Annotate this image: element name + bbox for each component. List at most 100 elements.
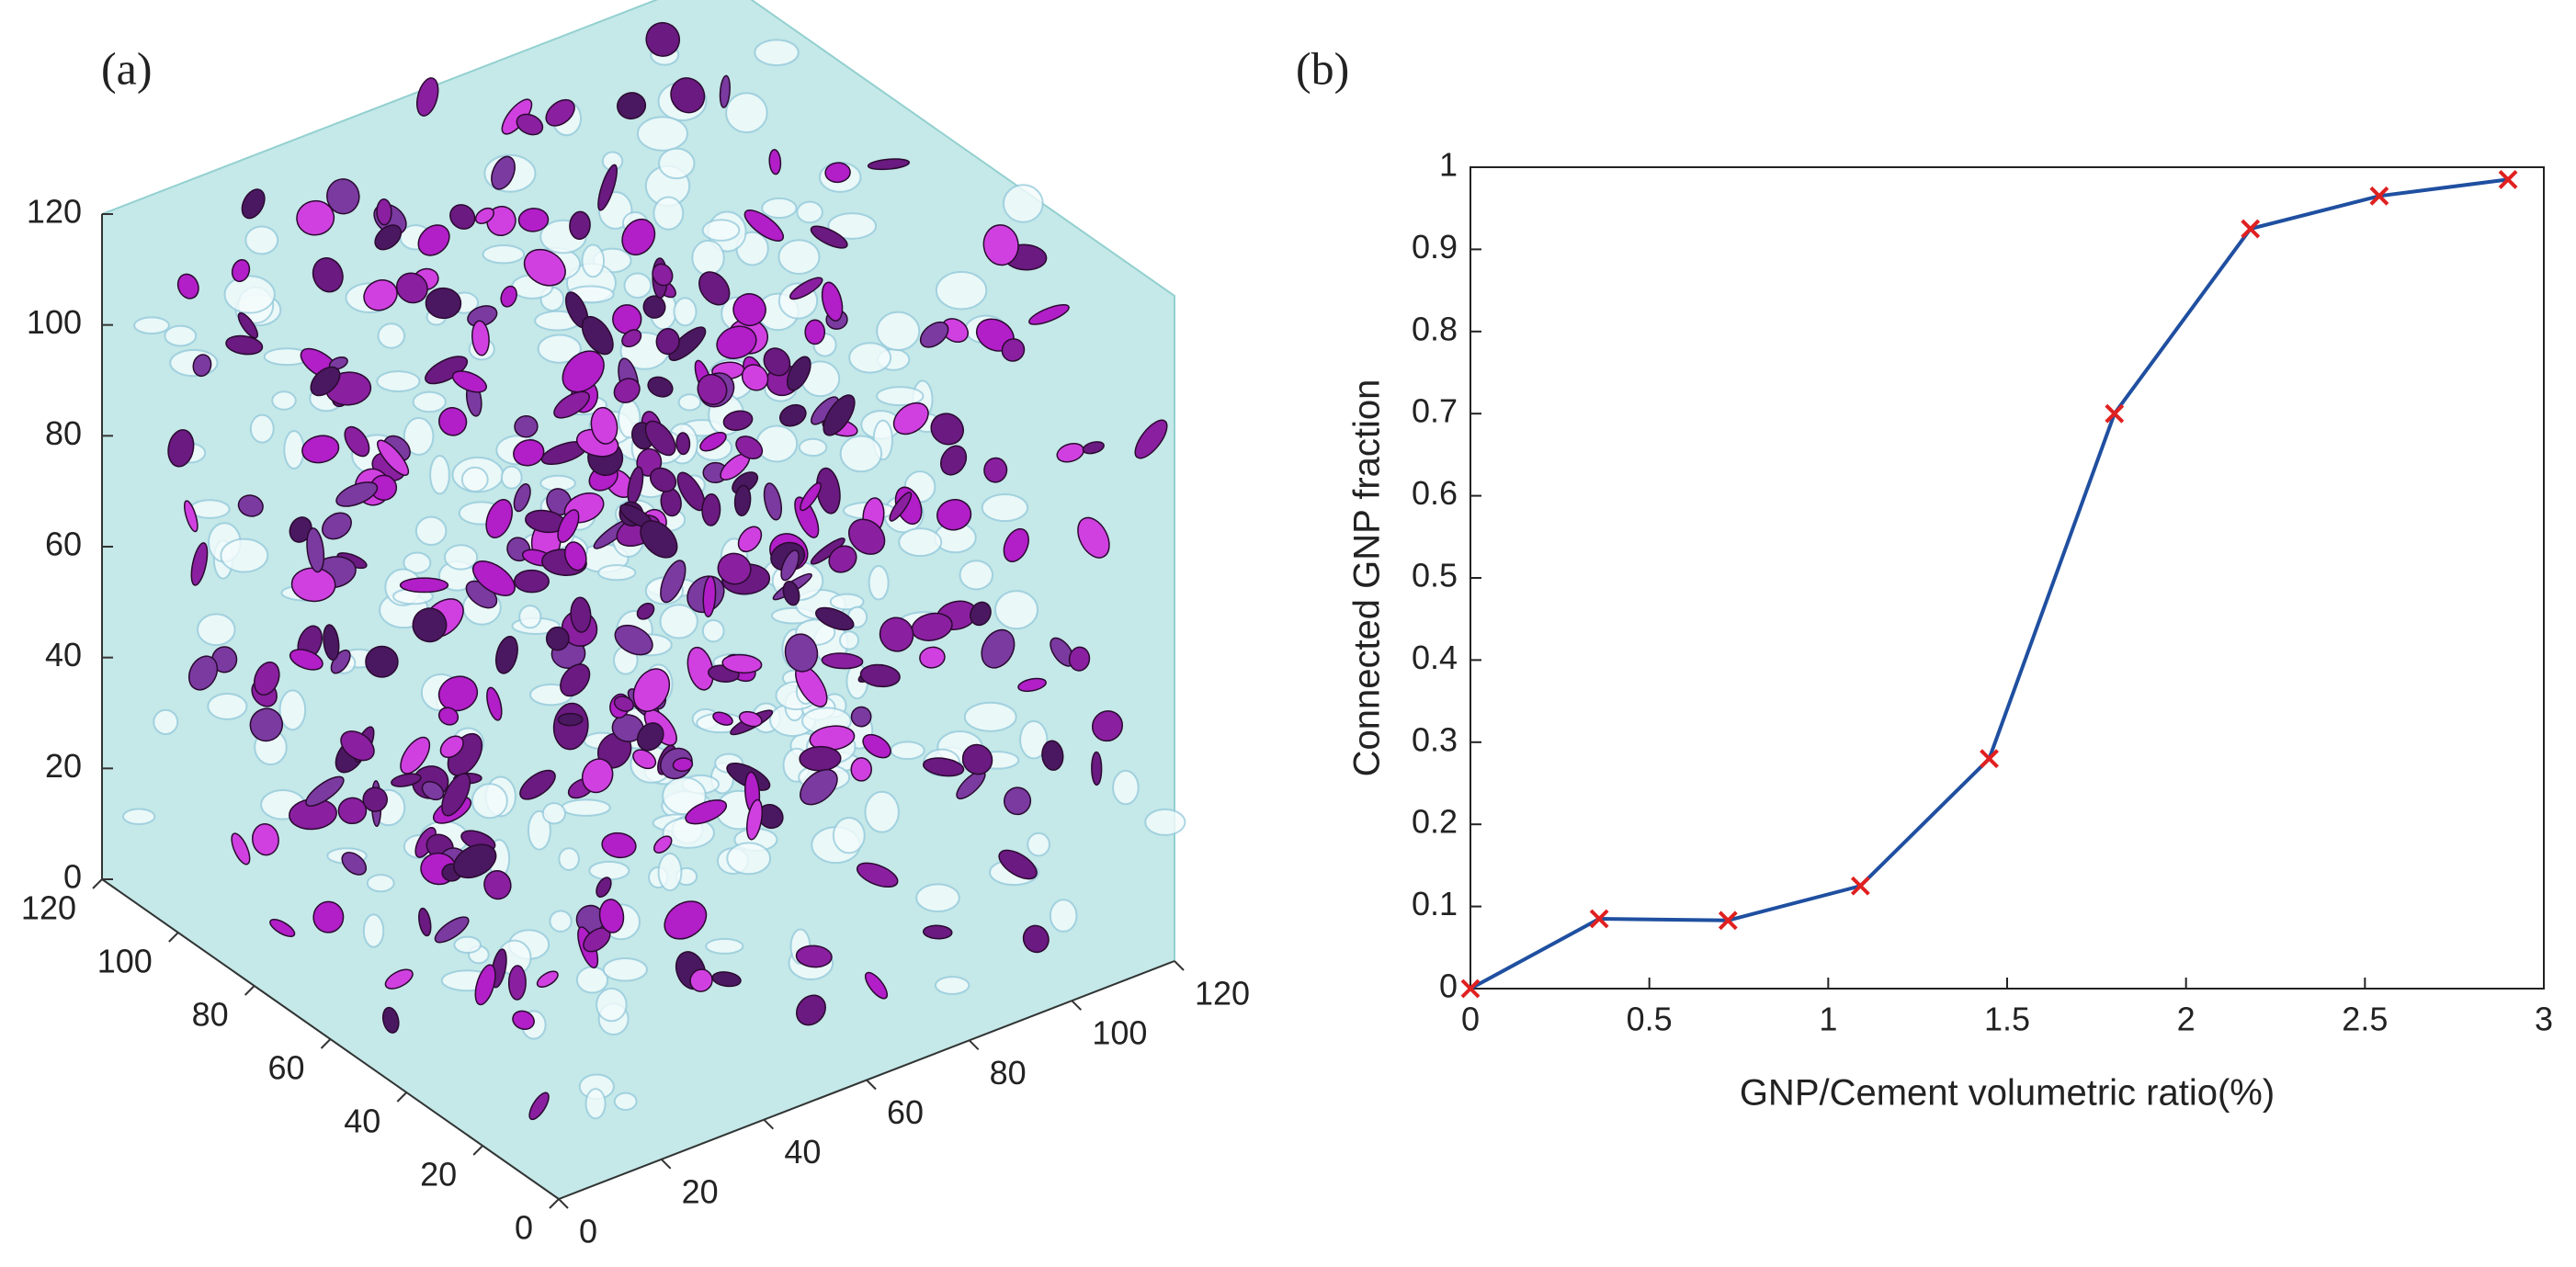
flake xyxy=(474,964,496,1006)
pore xyxy=(915,883,960,913)
flake xyxy=(564,541,587,571)
y-tick xyxy=(320,1038,332,1049)
flake xyxy=(617,92,647,120)
flake xyxy=(557,509,580,543)
flake xyxy=(514,414,539,438)
flake xyxy=(581,315,614,356)
flake xyxy=(685,799,728,825)
flake xyxy=(451,370,487,393)
flake xyxy=(412,607,448,643)
panel-label: (b) xyxy=(1296,42,1349,94)
flake xyxy=(494,635,518,674)
y-tick-label: 0.3 xyxy=(1412,720,1458,758)
pore xyxy=(898,527,943,558)
flake xyxy=(1091,751,1103,786)
flake xyxy=(241,188,266,220)
pore xyxy=(701,219,741,242)
flake xyxy=(485,499,513,538)
marker xyxy=(2498,169,2518,189)
x-tick xyxy=(1174,960,1185,971)
pore xyxy=(249,413,275,444)
flake xyxy=(701,493,721,526)
marker xyxy=(1718,911,1738,931)
flake xyxy=(190,542,209,586)
flake xyxy=(961,743,993,775)
pore xyxy=(890,741,925,761)
pore xyxy=(1019,719,1049,760)
y-tick-label: 0 xyxy=(1439,967,1458,1005)
y-tick-label: 20 xyxy=(420,1156,457,1193)
flake xyxy=(289,649,323,671)
pore xyxy=(796,200,823,224)
flake xyxy=(649,467,677,492)
pore xyxy=(848,342,892,374)
flake xyxy=(922,924,953,940)
flake xyxy=(689,968,713,992)
flake xyxy=(391,773,422,787)
flake xyxy=(824,162,851,184)
flake xyxy=(864,971,889,1000)
flake xyxy=(225,334,264,356)
flake xyxy=(269,919,296,937)
pore xyxy=(636,116,688,152)
flake xyxy=(421,780,445,801)
flake xyxy=(645,21,681,57)
flake xyxy=(711,971,742,988)
pore xyxy=(755,424,799,463)
pore xyxy=(657,852,683,892)
flake xyxy=(850,706,872,728)
flake xyxy=(237,311,259,339)
pore xyxy=(725,92,768,134)
flake xyxy=(1091,710,1124,742)
flake xyxy=(779,403,807,427)
flake xyxy=(982,224,1019,266)
flake xyxy=(664,900,708,940)
pore xyxy=(864,790,900,833)
flake xyxy=(340,730,375,762)
flake xyxy=(514,569,550,594)
flake xyxy=(237,494,264,517)
flake xyxy=(598,899,625,933)
flake xyxy=(660,560,687,604)
flake xyxy=(735,436,764,459)
pore xyxy=(584,1088,607,1120)
flake xyxy=(719,74,731,108)
z-tick-label: 100 xyxy=(27,303,82,341)
x-tick xyxy=(1071,1000,1083,1011)
pore xyxy=(412,390,447,413)
flake xyxy=(374,224,403,251)
flake xyxy=(437,675,479,712)
flake xyxy=(983,457,1008,483)
x-tick-label: 20 xyxy=(682,1172,719,1210)
x-tick-label: 1.5 xyxy=(1984,1001,2030,1038)
pore xyxy=(541,802,567,825)
pore xyxy=(1144,808,1186,836)
pore xyxy=(377,322,406,349)
flake xyxy=(507,965,527,1001)
flake xyxy=(251,823,279,856)
pore xyxy=(1112,769,1140,806)
pore xyxy=(133,316,170,334)
y-tick-label: 60 xyxy=(267,1049,304,1087)
flake xyxy=(425,356,469,385)
flake xyxy=(560,663,591,697)
flake xyxy=(821,281,844,322)
x-tick xyxy=(660,1159,672,1170)
flake xyxy=(786,356,811,391)
y-tick xyxy=(92,878,103,889)
flake xyxy=(613,696,635,712)
flake xyxy=(612,304,642,334)
pore xyxy=(453,935,482,955)
flake xyxy=(746,798,764,841)
pore xyxy=(278,689,307,731)
x-tick-label: 3 xyxy=(2535,1001,2553,1038)
flake xyxy=(231,258,251,283)
pore xyxy=(223,275,276,314)
flake xyxy=(998,849,1038,880)
flake xyxy=(249,707,284,742)
flake xyxy=(644,420,676,457)
pore xyxy=(935,270,988,311)
flake xyxy=(922,757,965,777)
flake xyxy=(519,769,556,800)
